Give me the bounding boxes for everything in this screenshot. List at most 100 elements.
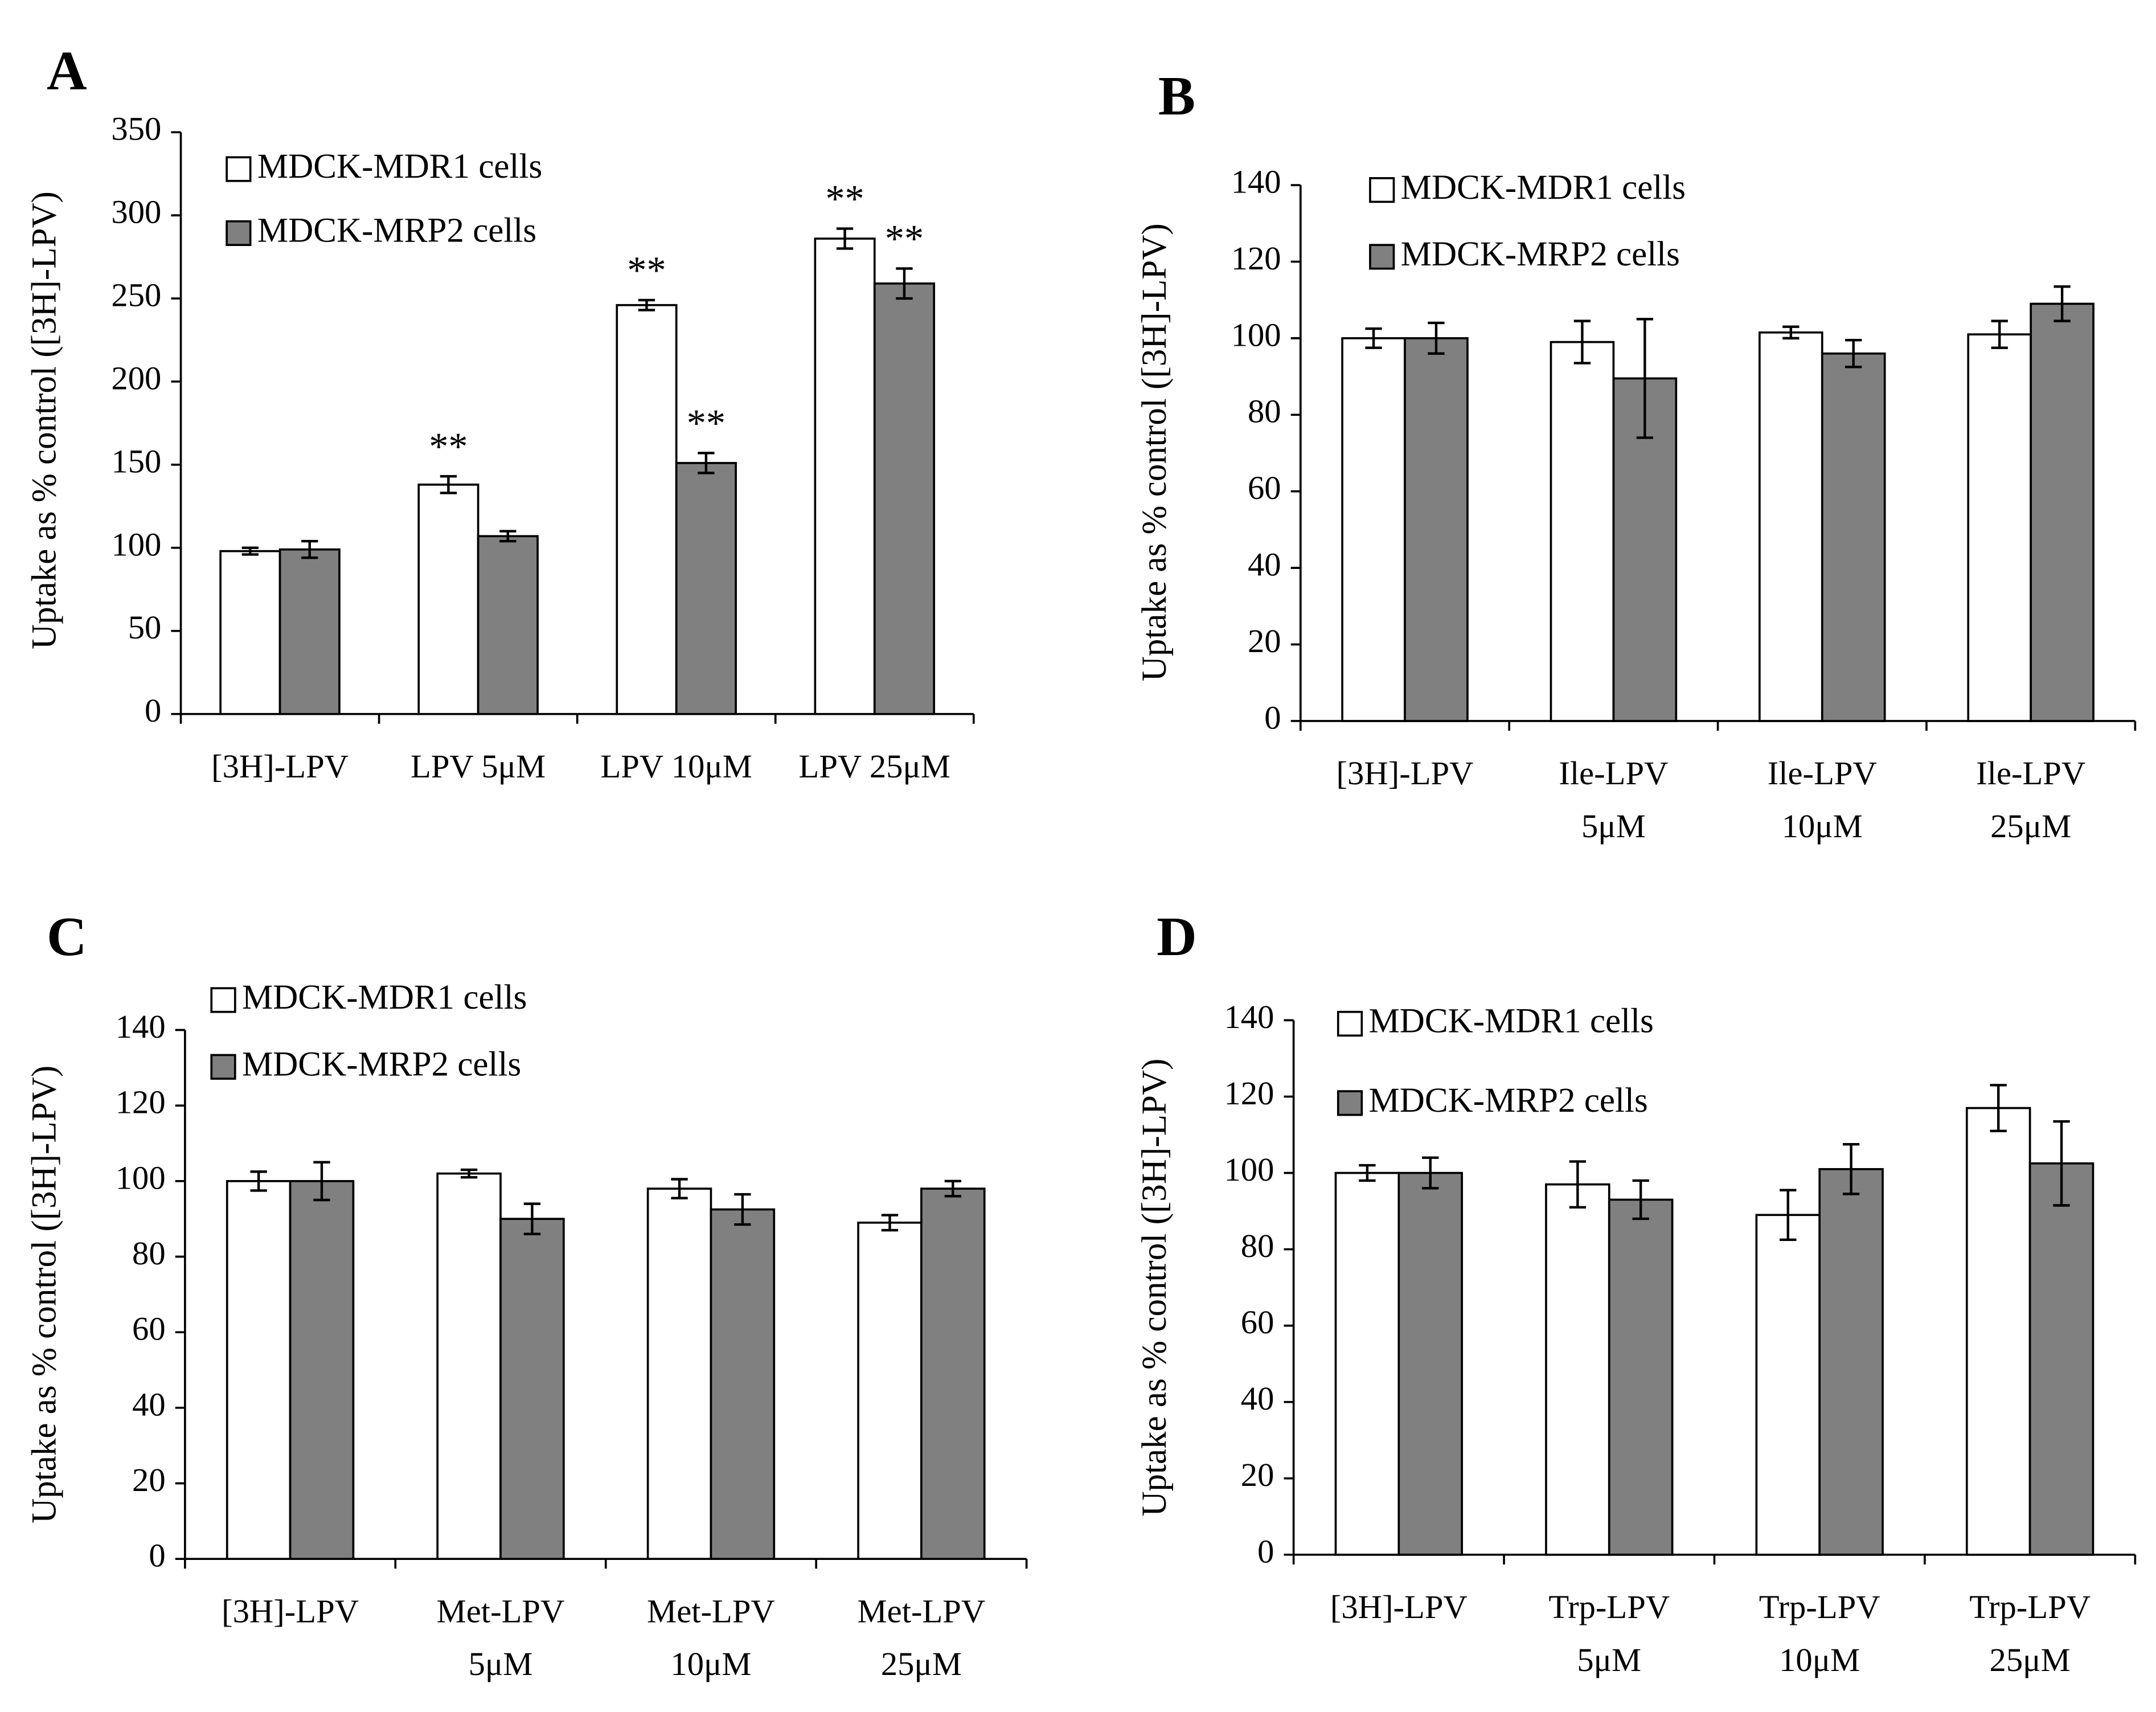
x-tick-label: Trp-LPV — [1548, 1588, 1670, 1625]
bar-mdr1 — [814, 237, 876, 715]
bar-mdr1 — [219, 550, 281, 715]
error-bar — [881, 1214, 899, 1232]
error-bar — [836, 227, 854, 250]
legend-swatch — [210, 1054, 236, 1080]
bar-mrp2 — [289, 1179, 355, 1561]
y-tick-label: 120 — [1231, 240, 1281, 277]
x-tick-label: Met-LPV — [647, 1592, 775, 1629]
y-tick-label: 140 — [116, 1008, 166, 1045]
legend-swatch — [226, 156, 252, 182]
legend-label: MDCK-MRP2 cells — [1368, 1082, 1647, 1120]
error-bar — [1636, 318, 1654, 439]
error-bar — [1569, 1160, 1586, 1209]
y-tick-label: 100 — [116, 1159, 166, 1196]
x-tick-label: LPV 10μM — [600, 748, 752, 785]
legend-swatch — [1337, 1010, 1363, 1037]
x-tick-label: 25μM — [1990, 1641, 2071, 1678]
x-tick-label: Ile-LPV — [1559, 755, 1668, 792]
x-tick-label: 5μM — [469, 1645, 533, 1682]
y-tick-label: 250 — [111, 276, 161, 313]
x-tick-label: 25μM — [881, 1645, 962, 1682]
x-tick-label: 10μM — [1779, 1641, 1860, 1678]
y-tick-label: 60 — [132, 1310, 166, 1348]
x-tick-label: 10μM — [670, 1645, 751, 1682]
legend-label: MDCK-MRP2 cells — [242, 1045, 521, 1083]
error-bar — [1991, 320, 2008, 349]
y-axis-label: Uptake as % control ([3H]-LPV) — [26, 1066, 64, 1523]
y-tick-label: 60 — [1248, 469, 1281, 506]
legend-label: MDCK-MDR1 cells — [242, 978, 527, 1017]
y-tick-label: 0 — [149, 1537, 165, 1574]
x-tick-label: 5μM — [1581, 808, 1646, 845]
y-tick-label: 0 — [145, 692, 161, 729]
x-tick-label: [3H]-LPV — [1330, 1588, 1468, 1625]
bar-mdr1 — [226, 1179, 292, 1561]
y-tick-label: 80 — [1241, 1227, 1274, 1264]
bar-mrp2 — [1608, 1198, 1674, 1556]
error-bar — [1359, 1164, 1376, 1182]
y-tick-label: 40 — [1248, 546, 1281, 583]
bar-mrp2 — [1404, 337, 1469, 722]
bar-mdr1 — [1545, 1183, 1610, 1556]
bar-mrp2 — [710, 1208, 776, 1561]
y-tick-label: 20 — [132, 1461, 166, 1498]
legend-swatch — [1369, 244, 1395, 270]
error-bar — [301, 539, 318, 559]
bar-mdr1 — [857, 1221, 923, 1561]
bar-mdr1 — [1550, 341, 1615, 722]
significance-label: ** — [885, 217, 924, 260]
error-bar — [734, 1193, 751, 1226]
x-tick-label: Met-LPV — [437, 1592, 565, 1629]
y-tick-label: 80 — [1248, 393, 1281, 430]
error-bar — [2053, 1120, 2070, 1207]
y-axis-label: Uptake as % control ([3H]-LPV) — [1136, 1059, 1174, 1517]
error-bar — [241, 546, 259, 556]
x-tick-label: [3H]-LPV — [211, 748, 349, 785]
legend: MDCK-MDR1 cells MDCK-MRP2 cells — [1337, 1002, 1654, 1120]
panel-b: B Uptake as % control ([3H]-LPV) 0 20 40 60 80… — [1136, 65, 2137, 845]
error-bar — [250, 1170, 267, 1192]
error-bar — [1782, 325, 1800, 340]
error-bar — [1845, 339, 1862, 368]
legend-label: MDCK-MRP2 cells — [1401, 235, 1680, 273]
x-tick-label: 25μM — [1990, 808, 2071, 845]
panel-letter: D — [1157, 906, 1197, 968]
error-bar — [2053, 285, 2071, 322]
x-tick-label: Trp-LPV — [1969, 1588, 2091, 1625]
bar-mdr1 — [1965, 1107, 2031, 1556]
legend: MDCK-MDR1 cells MDCK-MRP2 cells — [1369, 169, 1686, 273]
y-tick-label: 100 — [1224, 1151, 1274, 1188]
error-bar — [1990, 1084, 2007, 1132]
y-tick-label: 350 — [111, 110, 161, 148]
legend-label: MDCK-MDR1 cells — [257, 148, 542, 186]
bar-mdr1 — [417, 484, 479, 715]
y-tick-label: 300 — [111, 194, 161, 231]
x-tick-label: 5μM — [1577, 1641, 1641, 1678]
significance-label: ** — [825, 177, 864, 220]
significance-label: ** — [687, 402, 726, 445]
y-tick-label: 100 — [1231, 316, 1281, 353]
bar-mrp2 — [920, 1187, 986, 1561]
y-tick-label: 50 — [128, 609, 162, 646]
panel-letter: B — [1158, 65, 1195, 127]
y-axis-label: Uptake as % control ([3H]-LPV) — [26, 191, 64, 649]
bar-mrp2 — [1821, 352, 1886, 722]
y-tick-label: 20 — [1241, 1456, 1274, 1493]
bar-mrp2 — [2030, 302, 2094, 722]
y-tick-label: 140 — [1224, 998, 1274, 1035]
y-tick-label: 120 — [1224, 1075, 1274, 1112]
x-tick-label: Ile-LPV — [1768, 755, 1877, 792]
panel-d: D Uptake as % control ([3H]-LPV) 0 20 40 60 80… — [1136, 906, 2137, 1678]
x-tick-label: 10μM — [1782, 808, 1863, 845]
legend-swatch — [210, 987, 236, 1013]
legend: MDCK-MDR1 cells MDCK-MRP2 cells — [210, 978, 527, 1083]
error-bar — [313, 1161, 330, 1202]
error-bar — [1632, 1179, 1649, 1220]
bar-mrp2 — [1397, 1172, 1463, 1556]
error-bar — [1428, 321, 1445, 355]
legend-swatch — [1337, 1090, 1363, 1116]
x-tick-label: LPV 5μM — [411, 748, 546, 785]
error-bar — [671, 1178, 688, 1199]
error-bar — [440, 475, 457, 494]
